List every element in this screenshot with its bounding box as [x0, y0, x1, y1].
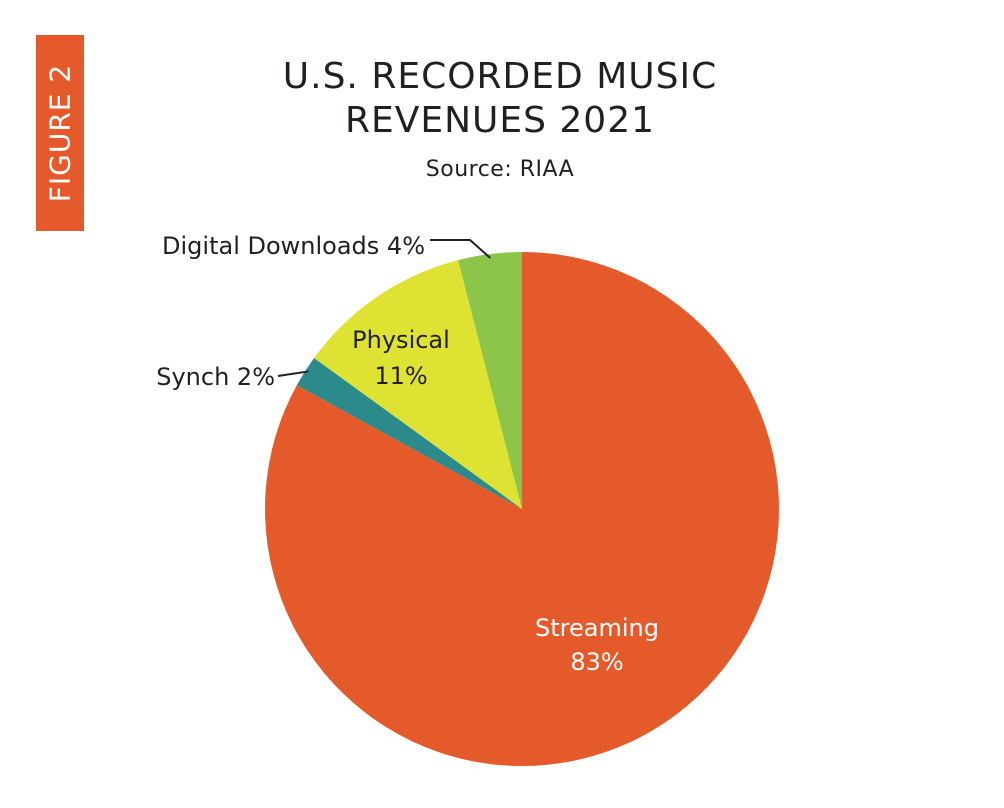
slice-label-streaming-name: Streaming: [535, 614, 659, 642]
leader-line-synch: [277, 370, 309, 377]
figure-tab: FIGURE 2: [36, 35, 84, 231]
chart-title: U.S. RECORDED MUSIC REVENUES 2021: [180, 55, 820, 143]
pie-slice-synch: [296, 357, 522, 509]
pie-slices: [265, 252, 779, 767]
chart-title-line-1: U.S. RECORDED MUSIC: [282, 56, 718, 97]
chart-subtitle: Source: RIAA: [425, 157, 575, 182]
pie-slice-physical: [314, 260, 522, 509]
slice-label-physical-name: Physical: [352, 326, 450, 354]
chart-title-line-2: REVENUES 2021: [344, 100, 656, 141]
slice-label-physical-value: 11%: [374, 362, 427, 390]
slice-label-streaming-value: 83%: [570, 648, 623, 676]
slice-label-digital-downloads: Digital Downloads 4%: [162, 232, 425, 260]
leader-lines: [277, 239, 491, 377]
slice-label-synch: Synch 2%: [156, 363, 275, 391]
pie-slice-digital-downloads: [458, 252, 522, 509]
leader-line-digital-downloads: [430, 239, 491, 259]
pie-slice-streaming: [265, 252, 779, 767]
